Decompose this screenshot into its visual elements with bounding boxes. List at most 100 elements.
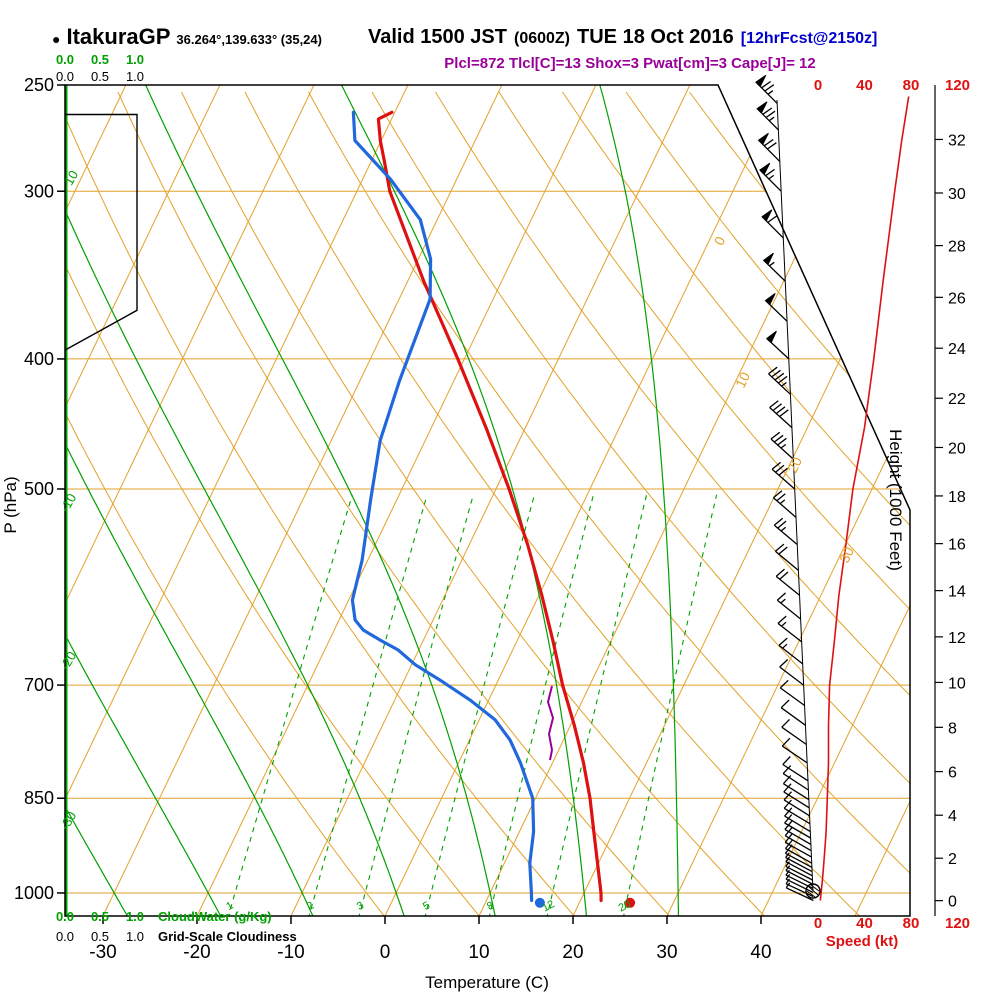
wind-barb-pennant xyxy=(762,252,774,266)
height-tick-label: 6 xyxy=(948,765,957,782)
moist-adiabat xyxy=(65,85,406,916)
mixing-ratio-label: 8 xyxy=(485,900,496,913)
dry-adiabat xyxy=(244,91,863,916)
wind-barb xyxy=(778,637,804,665)
wind-barb xyxy=(785,878,814,898)
isotherm xyxy=(854,85,910,916)
plot-border xyxy=(64,84,911,917)
wind-barb xyxy=(780,699,806,726)
cloudwater-scale-bottom: 0.0 xyxy=(56,909,74,924)
isotherm-label: 0 xyxy=(711,234,729,248)
chart-header: ● ItakuraGP 36.264°,139.633° (35,24) xyxy=(52,24,322,50)
surface-dewpoint-dot xyxy=(534,897,545,908)
dry-adiabat xyxy=(65,91,577,916)
wind-barb-pennant xyxy=(766,330,777,344)
height-tick-label: 16 xyxy=(948,537,966,554)
wind-barb xyxy=(783,783,810,809)
mixing-ratio-label: 3 xyxy=(355,900,366,913)
wind-barb xyxy=(779,679,805,707)
wind-barb xyxy=(770,431,794,460)
wind-barb xyxy=(782,765,809,791)
pressure-tick-label: 700 xyxy=(24,675,54,695)
wind-barb xyxy=(781,737,808,764)
mixing-ratio-label: 1 xyxy=(224,900,235,913)
height-tick-label: 20 xyxy=(948,440,966,457)
station-circle-hatch xyxy=(807,885,819,896)
valid-date: TUE 18 Oct 2016 xyxy=(577,26,734,48)
speed-tick-label-top: 40 xyxy=(856,77,873,94)
wind-barb xyxy=(773,517,798,545)
wind-barb xyxy=(785,861,813,881)
height-tick-label: 18 xyxy=(948,489,966,506)
dry-adiabat xyxy=(117,91,673,916)
isotherm xyxy=(196,85,597,916)
surface-temp-dot xyxy=(625,897,636,908)
wind-barb-pennant xyxy=(759,162,771,176)
valid-time-title: Valid 1500 JST (0600Z) TUE 18 Oct 2016 [… xyxy=(368,26,877,49)
mixing-ratio-line xyxy=(424,494,535,916)
moist-adiabat-label: -20 xyxy=(57,649,79,673)
temp-tick-label: 0 xyxy=(380,942,391,963)
isotherm xyxy=(290,85,691,916)
temp-tick-label: -30 xyxy=(89,942,116,963)
temp-tick-label: 30 xyxy=(656,942,677,963)
speed-axis-title: Speed (kt) xyxy=(826,933,899,950)
wind-barb xyxy=(768,366,791,395)
wind-barb-pennant xyxy=(764,292,776,306)
temp-tick-label: 10 xyxy=(468,942,489,963)
pressure-axis-title: P (hPa) xyxy=(1,476,20,533)
dry-adiabat xyxy=(65,91,387,916)
isotherm-label: 30 xyxy=(836,544,857,565)
isotherm-label: 10 xyxy=(732,369,753,390)
height-tick-label: 24 xyxy=(948,341,966,358)
station-bullet-icon: ● xyxy=(52,31,61,47)
mixing-ratio-line xyxy=(622,494,718,916)
speed-tick-label-bottom: 0 xyxy=(814,915,822,932)
moist-adiabat-label: -30 xyxy=(57,809,79,833)
cloudwater-axis-title: CloudWater (g/Kg) xyxy=(158,909,272,924)
wind-barb-pennant xyxy=(757,132,769,146)
dry-adiabat xyxy=(498,91,910,916)
temp-tick-label: 40 xyxy=(750,942,771,963)
plot-area xyxy=(65,85,910,916)
wind-barb xyxy=(782,756,809,782)
station-circle xyxy=(805,883,821,899)
isotherm xyxy=(478,85,879,916)
moist-adiabat-label: 10 xyxy=(61,168,81,188)
wind-barb xyxy=(785,852,813,873)
moist-adiabat-label: -10 xyxy=(57,491,79,515)
speed-tick-label-top: 80 xyxy=(903,77,920,94)
speed-curve xyxy=(819,96,910,901)
pressure-tick-label: 500 xyxy=(24,479,54,499)
speed-tick-label-bottom: 120 xyxy=(945,915,970,932)
moist-adiabat xyxy=(65,85,130,916)
wind-barb xyxy=(776,592,802,620)
wind-barb-pennant xyxy=(761,209,773,222)
wind-barb-axis xyxy=(776,99,814,892)
valid-utc: (0600Z) xyxy=(513,30,571,47)
cloudiness-curve xyxy=(64,113,138,351)
wind-barbs xyxy=(755,74,814,902)
height-tick-label: 2 xyxy=(948,851,957,868)
wind-barb xyxy=(784,807,811,833)
wind-barb xyxy=(782,775,810,801)
valid-prefix: Valid 1500 JST xyxy=(368,26,507,48)
temp-axis-title: Temperature (C) xyxy=(425,973,549,992)
temp-tick-label: -10 xyxy=(277,942,304,963)
temp-tick-label: 20 xyxy=(562,942,583,963)
cloudiness-axis-title: Grid-Scale Cloudiness xyxy=(158,929,297,944)
wind-barb xyxy=(785,856,813,877)
wind-barb xyxy=(777,615,803,643)
station-name: ItakuraGP xyxy=(66,24,171,49)
height-tick-label: 12 xyxy=(948,630,966,647)
height-tick-label: 0 xyxy=(948,894,957,911)
cloudiness-scale-bottom: 0.0 xyxy=(56,929,74,944)
dry-adiabat xyxy=(435,91,910,916)
stability-indices: Plcl=872 Tlcl[C]=13 Shox=3 Pwat[cm]=3 Ca… xyxy=(444,55,816,72)
wind-barb xyxy=(775,568,800,596)
mixing-ratio-line xyxy=(357,494,474,916)
mixing-ratio-line xyxy=(546,494,648,916)
wind-barb xyxy=(785,874,814,893)
speed-tick-label-bottom: 40 xyxy=(856,915,873,932)
